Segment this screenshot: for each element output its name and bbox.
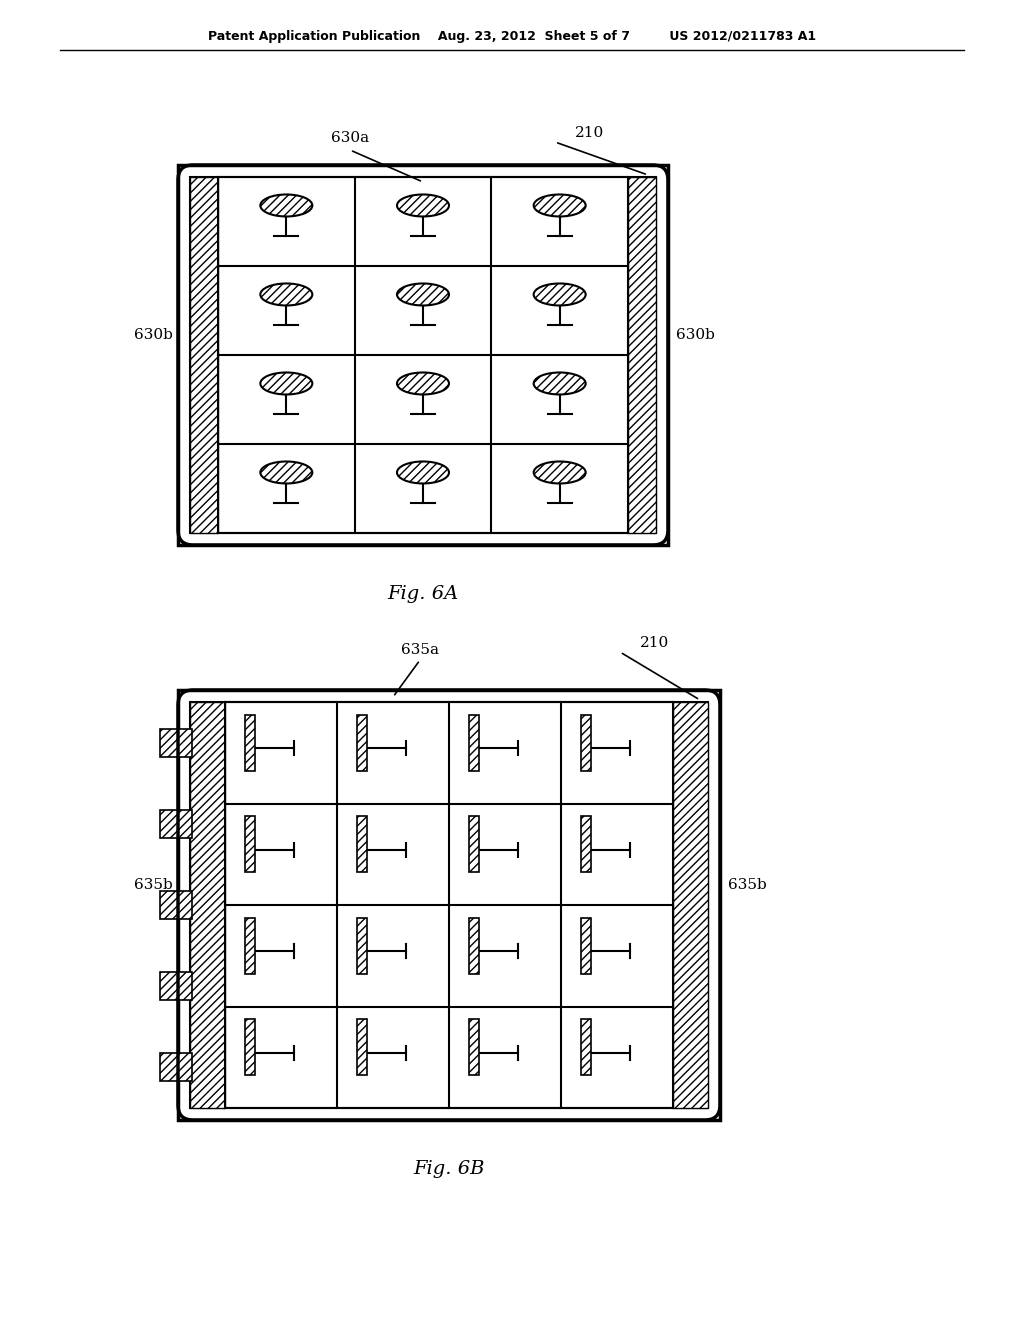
Bar: [160, 809, 193, 838]
Bar: [469, 917, 478, 974]
Ellipse shape: [260, 372, 312, 395]
Bar: [469, 714, 478, 771]
Text: Fig. 6B: Fig. 6B: [414, 1160, 484, 1177]
Ellipse shape: [534, 194, 586, 216]
Bar: [190, 702, 225, 1107]
Bar: [469, 714, 478, 771]
Bar: [581, 714, 591, 771]
Bar: [673, 702, 708, 1107]
Bar: [245, 714, 255, 771]
Bar: [581, 1019, 591, 1074]
Text: 210: 210: [575, 125, 604, 140]
Bar: [178, 690, 720, 1119]
Bar: [628, 177, 656, 533]
Bar: [160, 729, 193, 756]
Text: 635b: 635b: [728, 878, 767, 892]
Bar: [190, 177, 656, 533]
Ellipse shape: [397, 194, 449, 216]
Bar: [245, 714, 255, 771]
Bar: [469, 917, 478, 974]
Ellipse shape: [260, 284, 312, 305]
Bar: [190, 702, 225, 1107]
Text: 210: 210: [640, 636, 670, 649]
Text: 630a: 630a: [331, 131, 369, 145]
Ellipse shape: [534, 462, 586, 483]
Ellipse shape: [397, 462, 449, 483]
Bar: [190, 702, 708, 1107]
Bar: [581, 917, 591, 974]
Ellipse shape: [397, 284, 449, 305]
Text: 630b: 630b: [134, 327, 173, 342]
Bar: [160, 1053, 193, 1081]
Bar: [190, 177, 218, 533]
Bar: [245, 917, 255, 974]
Ellipse shape: [260, 462, 312, 483]
Bar: [245, 816, 255, 873]
Bar: [190, 177, 218, 533]
Bar: [160, 973, 193, 1001]
Ellipse shape: [534, 284, 586, 305]
Bar: [245, 1019, 255, 1074]
Bar: [581, 816, 591, 873]
Bar: [581, 917, 591, 974]
Bar: [469, 816, 478, 873]
Bar: [581, 1019, 591, 1074]
Bar: [356, 1019, 367, 1074]
Bar: [356, 816, 367, 873]
Text: 635b: 635b: [134, 878, 173, 892]
Bar: [356, 816, 367, 873]
Ellipse shape: [534, 372, 586, 395]
Bar: [469, 1019, 478, 1074]
Bar: [469, 816, 478, 873]
Bar: [581, 714, 591, 771]
Text: 635a: 635a: [401, 643, 439, 657]
Ellipse shape: [260, 194, 312, 216]
Bar: [469, 1019, 478, 1074]
Bar: [245, 816, 255, 873]
Bar: [160, 729, 193, 756]
Bar: [673, 702, 708, 1107]
Ellipse shape: [397, 372, 449, 395]
Bar: [160, 1053, 193, 1081]
Bar: [160, 891, 193, 919]
Bar: [160, 891, 193, 919]
Text: Fig. 6A: Fig. 6A: [387, 585, 459, 603]
Bar: [178, 165, 668, 545]
Bar: [356, 714, 367, 771]
Text: Patent Application Publication    Aug. 23, 2012  Sheet 5 of 7         US 2012/02: Patent Application Publication Aug. 23, …: [208, 30, 816, 44]
Text: 630b: 630b: [676, 327, 715, 342]
Bar: [356, 714, 367, 771]
Bar: [160, 809, 193, 838]
Bar: [245, 917, 255, 974]
Bar: [628, 177, 656, 533]
Bar: [356, 917, 367, 974]
Bar: [160, 973, 193, 1001]
Bar: [581, 816, 591, 873]
Bar: [356, 1019, 367, 1074]
Bar: [356, 917, 367, 974]
Bar: [245, 1019, 255, 1074]
